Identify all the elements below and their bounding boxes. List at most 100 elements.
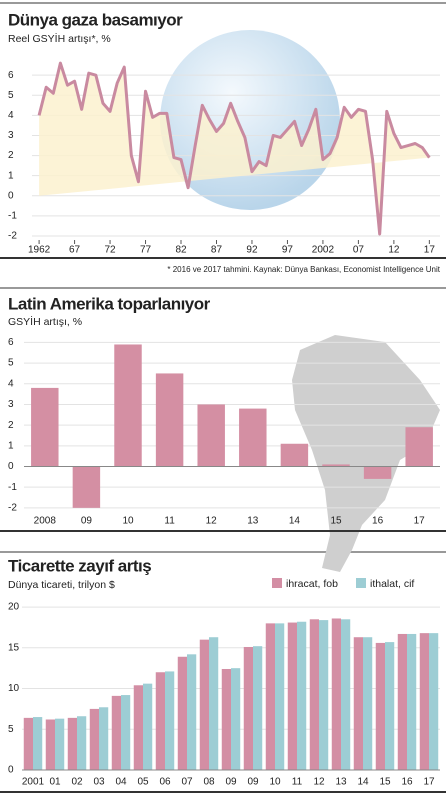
x-tick-label: 14 (289, 516, 301, 527)
x-tick-label: 12 (388, 245, 400, 256)
x-tick-label: 03 (93, 777, 105, 788)
x-tick-label: 92 (246, 245, 258, 256)
bar (77, 716, 87, 770)
x-tick-label: 01 (49, 777, 61, 788)
bar (133, 685, 143, 770)
bar (407, 633, 417, 770)
x-tick-label: 05 (137, 777, 149, 788)
y-tick-label: -2 (8, 503, 17, 514)
x-tick-label: 97 (282, 245, 294, 256)
bar (397, 633, 407, 770)
y-tick-label: 3 (8, 399, 14, 410)
y-tick-label: 3 (8, 130, 14, 141)
y-tick-label: 5 (8, 358, 14, 369)
bar (72, 466, 101, 508)
y-tick-label: 0 (8, 190, 14, 201)
top-rule (0, 2, 446, 4)
top-rule (0, 551, 446, 553)
bar (155, 672, 165, 770)
y-tick-label: 2 (8, 420, 14, 431)
x-tick-label: 07 (353, 245, 365, 256)
line (37, 61, 431, 236)
bar (143, 683, 153, 770)
bar (89, 708, 99, 770)
bar (199, 639, 209, 770)
bar (121, 695, 131, 770)
bar (265, 623, 275, 770)
x-tick-label: 1962 (28, 245, 51, 256)
y-tick-label: -2 (8, 231, 17, 242)
x-tick-label: 12 (206, 516, 218, 527)
x-tick-label: 15 (379, 777, 391, 788)
x-tick-label: 2002 (312, 245, 335, 256)
x-tick-label: 06 (159, 777, 171, 788)
bar (221, 668, 231, 770)
x-tick-label: 15 (330, 516, 342, 527)
y-tick-label: 1 (8, 170, 14, 181)
top-rule (0, 287, 446, 289)
bar (67, 717, 77, 770)
x-tick-label: 11 (164, 516, 175, 527)
bar (231, 668, 241, 770)
bar (45, 719, 55, 770)
y-tick-label: 15 (8, 642, 20, 653)
x-tick-label: 82 (175, 245, 187, 256)
chart-subtitle: Reel GSYİH artışı*, % (8, 32, 111, 45)
y-tick-label: 5 (8, 90, 14, 101)
y-tick-label: 2 (8, 150, 14, 161)
x-tick-label: 09 (81, 516, 93, 527)
chart-subtitle: GSYİH artışı, % (8, 315, 82, 328)
bar (363, 466, 392, 479)
chart-subtitle: Dünya ticareti, trilyon $ (8, 579, 115, 591)
x-tick-label: 12 (313, 777, 325, 788)
x-tick-label: 02 (71, 777, 83, 788)
legend-swatch (272, 578, 282, 588)
legend-label: ithalat, cif (370, 578, 414, 590)
x-tick-label: 07 (181, 777, 193, 788)
y-tick-label: 1 (8, 440, 14, 451)
y-tick-label: 20 (8, 602, 20, 613)
y-tick-label: 4 (8, 110, 14, 121)
footnote: * 2016 ve 2017 tahmini. Kaynak: Dünya Ba… (167, 265, 440, 274)
axis-rule (0, 257, 446, 259)
chart-title: Dünya gaza basamıyor (8, 10, 183, 29)
bar (297, 621, 307, 770)
bar (23, 717, 33, 770)
y-tick-label: -1 (8, 482, 17, 493)
bar (353, 637, 363, 770)
chart-title: Latin Amerika toparlanıyor (8, 294, 211, 313)
x-tick-label: 2008 (34, 516, 57, 527)
bar (280, 443, 309, 467)
bar (419, 633, 429, 770)
bar (33, 717, 43, 770)
y-tick-label: 10 (8, 683, 20, 694)
bar (177, 656, 187, 770)
x-tick-label: 16 (372, 516, 384, 527)
x-tick-label: 14 (357, 777, 369, 788)
bar (197, 404, 225, 467)
bar (322, 464, 350, 467)
x-tick-label: 17 (424, 245, 436, 256)
x-tick-label: 08 (203, 777, 215, 788)
x-tick-label: 04 (115, 777, 127, 788)
bar (239, 408, 267, 467)
x-tick-label: 10 (122, 516, 134, 527)
y-tick-label: 6 (8, 337, 14, 348)
axis-rule (0, 791, 446, 793)
bar (287, 622, 297, 770)
axis-rule (0, 530, 446, 532)
bar (55, 718, 65, 770)
x-tick-label: 10 (269, 777, 281, 788)
bar (114, 344, 142, 467)
continent-map (292, 335, 440, 572)
bar (385, 642, 395, 770)
x-tick-label: 13 (335, 777, 347, 788)
x-tick-label: 09 (225, 777, 237, 788)
bar (209, 637, 219, 770)
x-tick-label: 17 (423, 777, 435, 788)
y-tick-label: 4 (8, 378, 14, 389)
bar (165, 671, 175, 770)
bar (31, 387, 59, 467)
bar (405, 427, 433, 467)
